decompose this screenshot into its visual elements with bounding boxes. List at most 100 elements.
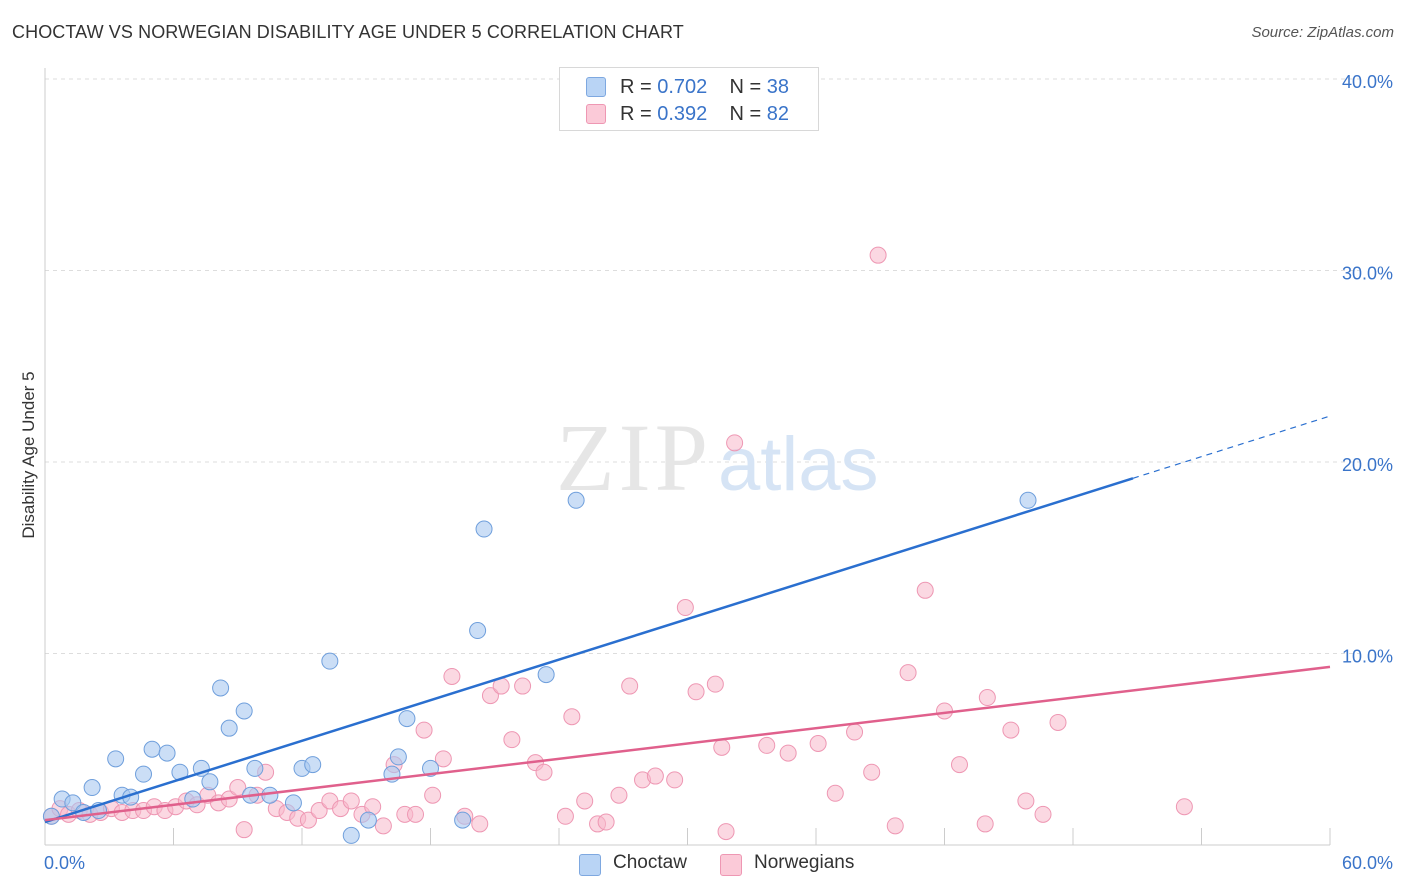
norwegians-point (717, 823, 735, 841)
norwegians-point (916, 581, 934, 599)
norwegians-point (407, 805, 425, 823)
choctaw-point (212, 679, 230, 697)
legend-label-choctaw: Choctaw (613, 852, 687, 873)
norwegians-point (556, 807, 574, 825)
choctaw-point (158, 744, 176, 762)
norwegians-point (342, 792, 360, 810)
norwegians-point (863, 763, 881, 781)
choctaw-point (475, 520, 493, 538)
norwegians-point (374, 817, 392, 835)
gridlines (45, 78, 1364, 654)
norwegians-point (481, 687, 499, 705)
choctaw-point (184, 790, 202, 808)
norwegians-point (886, 817, 904, 835)
norwegians-point (610, 786, 628, 804)
norwegians-point (299, 811, 317, 829)
norwegians-point (687, 683, 705, 701)
norwegians-point (503, 731, 521, 749)
norwegians-point (666, 771, 684, 789)
legend-swatch-choctaw (586, 77, 606, 97)
legend-swatch-norwegians (720, 854, 742, 876)
legend-r-value-norwegians: 0.392 (657, 102, 708, 125)
watermark-atlas: atlas (718, 422, 879, 507)
norwegians-point (471, 815, 489, 833)
norwegians-point (229, 779, 247, 797)
legend-n-value-choctaw: 38 (766, 75, 790, 98)
norwegians-point (443, 667, 461, 685)
norwegians-point (415, 721, 433, 739)
choctaw-point (1019, 491, 1037, 509)
choctaw-point (389, 748, 407, 766)
norwegians-point (576, 792, 594, 810)
legend-label-norwegians: Norwegians (754, 852, 855, 873)
norwegians-point (1049, 713, 1067, 731)
choctaw-point (284, 794, 302, 812)
norwegians-point (899, 664, 917, 682)
norwegians-point (621, 677, 639, 695)
y-axis-label: Disability Age Under 5 (19, 371, 38, 538)
tick-labels: 10.0% 20.0% 30.0% 40.0% 0.0% 60.0% (44, 72, 1393, 873)
y-tick-label: 40.0% (1342, 72, 1393, 92)
choctaw-point (143, 740, 161, 758)
choctaw-trend-extension (1132, 415, 1331, 479)
choctaw-point (235, 702, 253, 720)
legend-swatch-choctaw (579, 854, 601, 876)
norwegians-point (514, 677, 532, 695)
choctaw-points (42, 491, 1037, 844)
choctaw-point (220, 719, 238, 737)
choctaw-point (135, 765, 153, 783)
norwegians-point (826, 784, 844, 802)
norwegians-point (434, 750, 452, 768)
choctaw-point (567, 491, 585, 509)
y-tick-label: 30.0% (1342, 264, 1393, 284)
trend-lines (44, 415, 1331, 824)
norwegians-point (563, 708, 581, 726)
norwegians-point (1017, 792, 1035, 810)
axes (44, 68, 1331, 846)
legend-n-label: N = (729, 75, 767, 98)
watermark-zip: ZIP (556, 404, 712, 511)
norwegians-point (1034, 805, 1052, 823)
legend-r-value-choctaw: 0.702 (657, 75, 708, 98)
norwegians-point (809, 735, 827, 753)
choctaw-trend-line (44, 477, 1134, 824)
norwegians-point (713, 738, 731, 756)
legend-n-label: N = (729, 102, 767, 125)
watermark: ZIP atlas (556, 404, 879, 511)
legend-r-label: R = (620, 75, 658, 98)
choctaw-point (359, 811, 377, 829)
choctaw-point (201, 773, 219, 791)
norwegians-point (310, 802, 328, 820)
norwegians-point (1175, 798, 1193, 816)
norwegians-point (976, 815, 994, 833)
legend-r-label: R = (620, 102, 658, 125)
y-tick-label: 10.0% (1342, 647, 1393, 667)
choctaw-point (246, 759, 264, 777)
source-credit: Source: ZipAtlas.com (1251, 24, 1394, 41)
norwegians-point (1002, 721, 1020, 739)
norwegians-point (646, 767, 664, 785)
norwegians-point (758, 736, 776, 754)
choctaw-point (537, 666, 555, 684)
norwegians-point (869, 246, 887, 264)
choctaw-point (321, 652, 339, 670)
norwegians-point (779, 744, 797, 762)
norwegians-point (424, 786, 442, 804)
norwegians-point (676, 599, 694, 617)
norwegians-point (535, 763, 553, 781)
choctaw-point (107, 750, 125, 768)
choctaw-point (304, 756, 322, 774)
y-tick-label: 20.0% (1342, 455, 1393, 475)
choctaw-point (454, 811, 472, 829)
legend-n-value-norwegians: 82 (766, 102, 790, 125)
legend-swatch-norwegians (586, 104, 606, 124)
x-tick-label: 60.0% (1342, 853, 1393, 873)
choctaw-point (64, 794, 82, 812)
correlation-legend: R = 0.702 N = 38 R = 0.392 N = 82 (559, 67, 819, 131)
chart-title: CHOCTAW VS NORWEGIAN DISABILITY AGE UNDE… (12, 22, 684, 42)
norwegians-point (978, 689, 996, 707)
norwegians-point (726, 434, 744, 452)
norwegians-point (706, 675, 724, 693)
x-tick-label: 0.0% (44, 853, 85, 873)
